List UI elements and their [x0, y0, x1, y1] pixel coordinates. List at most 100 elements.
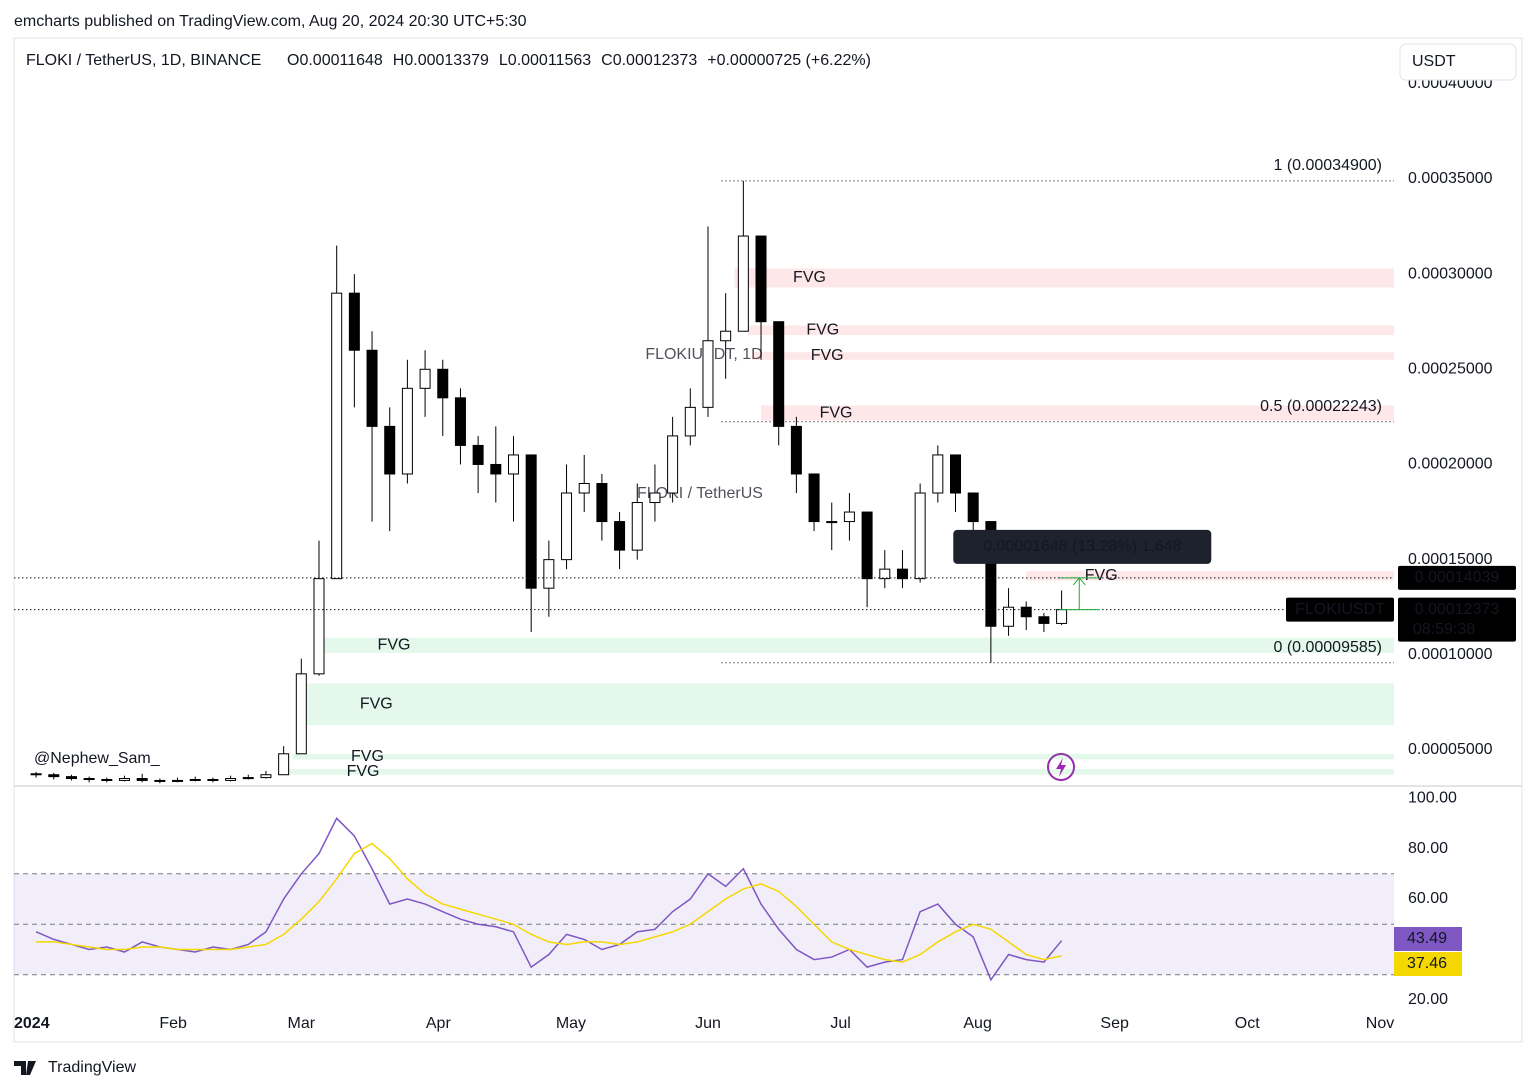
- candle-body: [242, 777, 254, 780]
- symbol-label-box: [1286, 597, 1394, 622]
- x-tick-label: Aug: [963, 1015, 991, 1032]
- candle-body: [260, 774, 272, 779]
- fvg-label: FVG: [360, 696, 393, 713]
- candle-body: [596, 482, 608, 523]
- candle-body: [561, 492, 573, 561]
- x-tick-label: Oct: [1235, 1015, 1260, 1032]
- legend-ohlc: H0.00013379: [393, 52, 489, 69]
- y-tick-label: 0.00030000: [1408, 265, 1493, 282]
- fvg-zone: [288, 769, 1395, 775]
- candle-body: [207, 778, 219, 781]
- fvg-zone: [301, 683, 1395, 726]
- currency-label: USDT: [1412, 53, 1456, 70]
- candle-body: [472, 444, 484, 465]
- rsi-line: [35, 817, 1063, 982]
- credit: @Nephew_Sam_: [34, 750, 161, 767]
- price-label: 0.00014039: [1415, 569, 1500, 586]
- rsi-value-box: [1394, 952, 1462, 976]
- fvg-label: FVG: [347, 763, 380, 780]
- candle-body: [225, 778, 237, 781]
- candle-body: [119, 778, 131, 781]
- candle-body: [614, 521, 626, 551]
- candle-body: [720, 330, 732, 342]
- x-tick-label: Apr: [426, 1015, 452, 1032]
- candle-body: [667, 435, 679, 494]
- candle-body: [1020, 606, 1032, 618]
- legend-ohlc: C0.00012373: [601, 52, 697, 69]
- rsi-line: [36, 842, 1062, 963]
- candle-body: [30, 773, 42, 776]
- fvg-zone: [747, 325, 1394, 336]
- candle-body: [507, 454, 519, 475]
- fvg-zone: [318, 637, 1394, 653]
- price-label-box: [1398, 565, 1516, 590]
- fvg-label: FVG: [806, 321, 839, 338]
- fib-label: 0.5 (0.00022243): [1260, 398, 1382, 415]
- candle-body: [136, 778, 148, 781]
- candle-body: [684, 406, 696, 437]
- candle-body: [101, 778, 113, 781]
- fvg-zone: [761, 405, 1394, 421]
- fvg-label: FVG: [820, 404, 853, 421]
- measure-tooltip-box: [953, 529, 1212, 564]
- candle-body: [331, 292, 343, 580]
- measure-tooltip: 0.00001648 (13.28%) 1,648: [983, 538, 1181, 555]
- candle-body: [543, 559, 555, 589]
- rsi-tick-label: 20.00: [1408, 991, 1448, 1008]
- candle-body: [914, 492, 926, 580]
- candle-body: [773, 321, 785, 427]
- candle-body: [932, 454, 944, 494]
- candle-body: [419, 368, 431, 389]
- x-tick-label: Feb: [159, 1015, 187, 1032]
- candle-body: [490, 463, 502, 475]
- x-tick-label: May: [556, 1015, 586, 1032]
- candle-body: [649, 492, 661, 504]
- candle-body: [1003, 606, 1015, 627]
- footer-brand: TradingView: [48, 1059, 136, 1076]
- price-label-box: [1398, 597, 1516, 642]
- y-tick-label: 0.00015000: [1408, 551, 1493, 568]
- candle-body: [295, 673, 307, 755]
- candle-body: [896, 568, 908, 580]
- candle-body: [967, 492, 979, 523]
- x-tick-label: Jul: [830, 1015, 850, 1032]
- y-tick-label: 0.00025000: [1408, 361, 1493, 378]
- candle-body: [737, 235, 749, 332]
- candle-body: [790, 425, 802, 475]
- fvg-zone: [734, 268, 1394, 288]
- measure-bounds: [1059, 577, 1100, 611]
- candle-body: [808, 473, 820, 523]
- event-icon-bolt: [1056, 758, 1066, 777]
- candle-body: [755, 235, 767, 323]
- legend-ohlc: +0.00000725 (+6.22%): [707, 52, 871, 69]
- currency-button[interactable]: [1399, 43, 1517, 81]
- candle-body: [1056, 609, 1068, 624]
- y-tick-label: 0.00035000: [1408, 170, 1493, 187]
- candle-body: [950, 454, 962, 494]
- legend-ohlc: O0.00011648: [287, 52, 383, 69]
- rsi-value-box: [1394, 927, 1462, 951]
- candle-body: [172, 779, 184, 782]
- fvg-label: FVG: [1085, 567, 1118, 584]
- fvg-zone: [1026, 571, 1394, 581]
- rsi-tick-label: 100.00: [1408, 789, 1457, 806]
- candle-body: [313, 578, 325, 675]
- candle-body: [702, 340, 714, 408]
- symbol-label: FLOKIUSDT: [1295, 601, 1385, 618]
- x-tick-label: Jun: [695, 1015, 721, 1032]
- frame: [13, 37, 1523, 1043]
- rsi-tick-label: 80.00: [1408, 840, 1448, 857]
- candle-body: [278, 753, 290, 776]
- rsi-value-label: 43.49: [1407, 930, 1447, 947]
- legend-ohlc: L0.00011563: [499, 52, 591, 69]
- candle-body: [985, 521, 997, 627]
- rsi-value-label: 37.46: [1407, 955, 1447, 972]
- fib-label: 0 (0.00009585): [1273, 639, 1382, 656]
- candle-body: [83, 778, 95, 781]
- candle-body: [65, 776, 77, 780]
- fvg-zone: [752, 352, 1394, 360]
- fvg-label: FVG: [793, 269, 826, 286]
- candle-body: [437, 368, 449, 399]
- y-tick-label: 0.00010000: [1408, 646, 1493, 663]
